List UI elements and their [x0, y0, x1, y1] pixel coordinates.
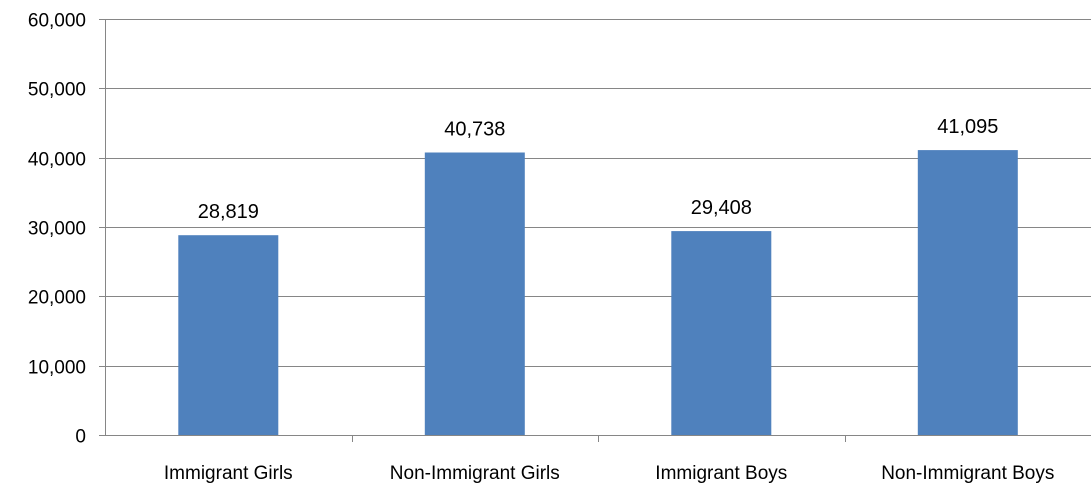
x-tick-label: Immigrant Girls: [164, 463, 293, 484]
y-tick-label: 20,000: [28, 288, 86, 309]
data-label: 41,095: [937, 116, 998, 138]
y-tick-label: 60,000: [28, 11, 86, 32]
y-tick-label: 0: [75, 427, 86, 448]
data-label: 28,819: [198, 201, 259, 223]
y-tick-label: 50,000: [28, 80, 86, 101]
bar: [178, 235, 279, 435]
bar: [424, 152, 525, 435]
y-tick-label: 10,000: [28, 358, 86, 379]
x-tick-label: Immigrant Boys: [655, 463, 787, 484]
bar: [671, 231, 772, 435]
data-label: 29,408: [691, 197, 752, 219]
bar: [917, 150, 1018, 435]
labels: 0 10,000 20,000 30,000 40,000 50,000 60,000 28,…: [28, 11, 1055, 485]
x-tick-label: Non-Immigrant Boys: [881, 463, 1054, 484]
x-tick-label: Non-Immigrant Girls: [390, 463, 560, 484]
axes: [99, 19, 1091, 442]
bars: [178, 150, 1018, 435]
y-tick-label: 40,000: [28, 150, 86, 171]
y-tick-label: 30,000: [28, 219, 86, 240]
data-label: 40,738: [444, 119, 505, 141]
